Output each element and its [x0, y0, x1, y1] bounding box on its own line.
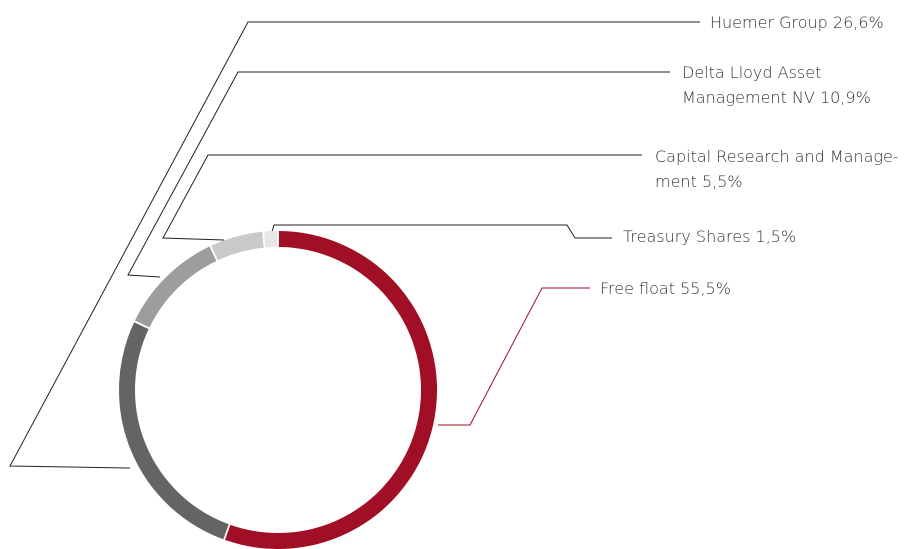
leader-line	[162, 154, 642, 241]
donut-slice	[225, 231, 437, 549]
value-label: 10,9%	[819, 88, 871, 107]
value-label: 26,6%	[832, 13, 884, 32]
category-label: Delta Lloyd Asset Management NV	[682, 63, 822, 107]
category-label: Treasury Shares	[623, 227, 751, 246]
category-label: Free float	[600, 279, 675, 298]
leader-line	[127, 71, 670, 278]
slice-label: Treasury Shares 1,5%	[623, 224, 796, 249]
slice-label: Free float 55,5%	[600, 276, 731, 301]
leader-line	[271, 224, 612, 239]
leader-line	[438, 287, 590, 426]
donut-slice	[211, 231, 264, 261]
value-label: 1,5%	[755, 227, 797, 246]
leader-line	[9, 21, 700, 469]
value-label: 5,5%	[701, 172, 743, 191]
donut-slice	[263, 231, 278, 248]
value-label: 55,5%	[680, 279, 731, 298]
slice-label: Capital Research and Manage- ment 5,5%	[655, 144, 899, 194]
slice-label: Huemer Group 26,6%	[710, 10, 884, 35]
category-label: Huemer Group	[710, 13, 828, 32]
donut-slice	[119, 322, 229, 540]
slice-label: Delta Lloyd Asset Management NV 10,9%	[682, 60, 871, 110]
donut-slice	[134, 246, 217, 328]
category-label: Capital Research and Manage- ment	[655, 147, 899, 191]
